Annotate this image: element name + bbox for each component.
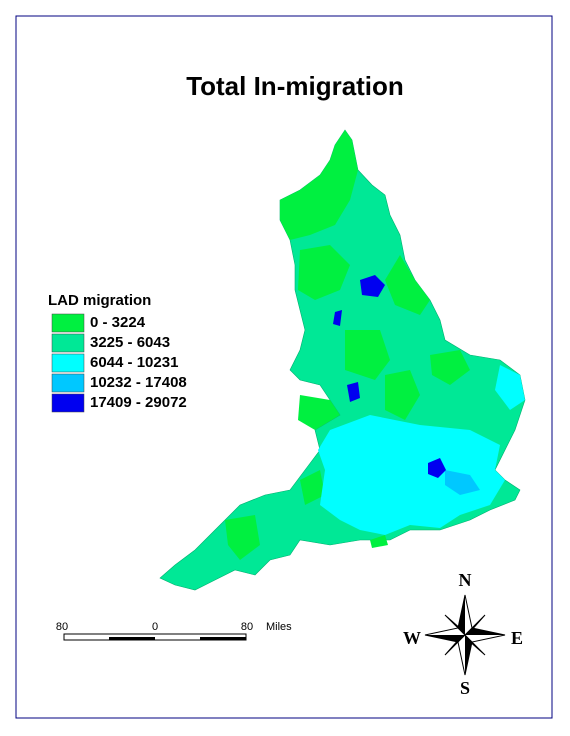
region [385,255,430,315]
region [347,382,360,402]
legend-swatch [51,393,85,413]
compass-north: N [459,570,472,590]
legend-label: 3225 - 6043 [90,334,170,351]
legend-swatch [51,313,85,333]
legend: LAD migration 0 - 3224 3225 - 6043 6044 - … [48,292,187,413]
compass-west: W [403,628,421,648]
compass-east: E [511,628,523,648]
scale-bar: 80 0 80 Miles [56,621,292,641]
map-title: Total In-migration [186,71,404,101]
scale-label: 0 [152,621,158,633]
legend-label: 17409 - 29072 [90,394,187,411]
scale-unit: Miles [266,621,292,633]
region [428,458,446,478]
legend-label: 6044 - 10231 [90,354,178,371]
scale-bar-segment [200,637,246,640]
england-map [159,129,526,591]
region [495,365,525,410]
legend-label: 10232 - 17408 [90,374,187,391]
region [318,415,505,535]
frame [15,15,553,719]
region [298,395,340,430]
legend-swatch [51,333,85,353]
region [370,535,388,548]
region [385,370,420,420]
region [298,245,350,300]
region [345,330,390,380]
scale-label: 80 [56,621,68,633]
scale-bar-segment [109,637,155,640]
region [430,350,470,385]
compass: N W E S [403,570,523,698]
scale-label: 80 [241,621,253,633]
region [225,515,260,560]
legend-title: LAD migration [48,292,151,309]
legend-swatch [51,373,85,393]
legend-swatch [51,353,85,373]
legend-label: 0 - 3224 [90,314,146,331]
region [333,310,342,326]
compass-diagonals [444,614,486,656]
region [280,130,358,240]
compass-south: S [460,678,470,698]
region [300,470,325,505]
region [445,470,480,495]
region [360,275,385,297]
